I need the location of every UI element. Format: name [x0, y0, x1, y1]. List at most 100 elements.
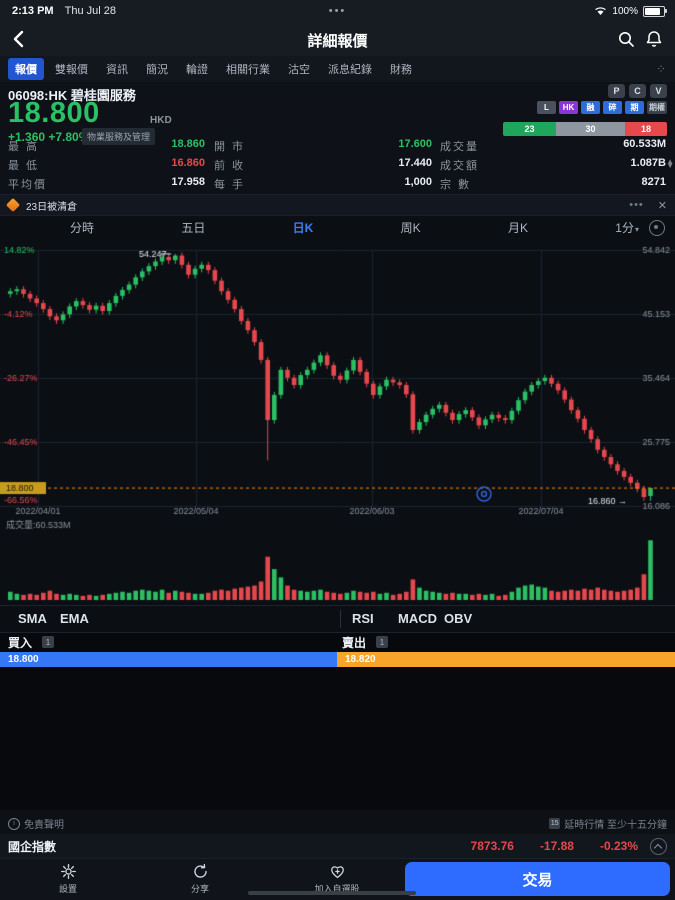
period-tab-2[interactable]: 日K — [293, 219, 313, 242]
field-8: 宗 數 8271 — [440, 176, 666, 194]
tab-1[interactable]: 雙報價 — [55, 64, 88, 76]
market-badge-0: L — [537, 101, 556, 114]
field-6: 平均價 17.958 — [8, 176, 205, 194]
quick-button-C[interactable]: C — [629, 84, 646, 98]
period-tab-1[interactable]: 五日 — [181, 220, 206, 235]
chart-settings-icon[interactable] — [649, 220, 665, 236]
news-close-icon[interactable]: ✕ — [657, 199, 667, 212]
bid-ask-bar: 18.800 18.820 — [0, 652, 675, 667]
status-time: 2:13 PM Thu Jul 28 — [12, 5, 116, 17]
bid-price-bar[interactable]: 18.800 — [0, 652, 337, 667]
index-change-pct: -0.23% — [599, 839, 638, 853]
sell-queue-badge: 1 — [376, 636, 388, 648]
disclaimer-link[interactable]: i 免責聲明 — [8, 816, 64, 831]
battery-percent: 100% — [612, 5, 638, 17]
field-label: 平均價 — [8, 179, 47, 191]
analyst-rating-bar[interactable]: 23 30 18 — [503, 122, 667, 136]
price-change: +1.360 +7.80% — [8, 130, 90, 144]
tab-0[interactable]: 報價 — [8, 58, 44, 84]
tab-7[interactable]: 派息紀錄 — [328, 64, 372, 76]
indicator-divider — [340, 610, 341, 628]
share-icon — [193, 863, 207, 878]
indicator-OBV[interactable]: OBV — [444, 611, 473, 626]
indicator-bar: SMA EMA RSI MACD OBV — [0, 605, 675, 633]
mini-arrows-icon[interactable]: ▲ ▼ — [666, 157, 674, 170]
news-ticker-text[interactable]: 23日被清倉 — [26, 201, 78, 213]
add-watchlist-button[interactable]: 加入自選股 — [302, 863, 372, 895]
disclaimer-row: i 免責聲明 15 延時行情 至少十五分鐘 — [0, 816, 675, 832]
index-value: 7873.76 — [470, 839, 514, 853]
period-tab-4[interactable]: 月K — [507, 220, 528, 235]
field-label: 開 市 — [214, 141, 246, 153]
field-label: 成交量 — [440, 141, 479, 153]
field-value: 1,000 — [404, 176, 432, 188]
candlestick-chart[interactable] — [0, 240, 675, 605]
ask-price-bar[interactable]: 18.820 — [337, 652, 675, 667]
status-date: Thu Jul 28 — [64, 5, 117, 17]
field-7: 每 手 1,000 — [214, 176, 432, 194]
news-more-icon[interactable]: ••• — [629, 199, 644, 211]
period-tab-3[interactable]: 周K — [400, 220, 421, 235]
home-indicator[interactable] — [248, 891, 416, 895]
chart-period-tabs: 分時 五日 日K 周K 月K 1分▾ — [0, 216, 675, 242]
tab-5[interactable]: 相關行業 — [226, 64, 270, 76]
back-button[interactable] — [10, 29, 30, 49]
settings-label: 設置 — [58, 884, 77, 894]
field-value: 60.533M — [623, 138, 666, 150]
market-badge-2: 融 — [581, 101, 600, 114]
tab-3[interactable]: 簡況 — [146, 64, 168, 76]
indicator-MACD[interactable]: MACD — [398, 611, 437, 626]
indicator-RSI[interactable]: RSI — [352, 611, 374, 626]
quote-section: 06098:HK 碧桂園服務 18.800 HKD +1.360 +7.80% … — [0, 82, 675, 194]
field-value: 17.440 — [398, 157, 432, 169]
field-label: 宗 數 — [440, 179, 472, 191]
page-title: 詳細報價 — [307, 33, 368, 50]
expand-index-icon[interactable] — [650, 837, 667, 855]
market-badge-5: 期權 — [647, 101, 667, 114]
period-tab-0[interactable]: 分時 — [70, 220, 95, 235]
market-badge-1: HK — [559, 101, 578, 114]
market-badges: L HK 融碎期期權 — [537, 101, 667, 114]
settings-button[interactable]: 設置 — [33, 863, 103, 895]
wifi-icon — [595, 7, 607, 15]
search-icon[interactable] — [617, 30, 635, 48]
industry-tag[interactable]: 物業服務及管理 — [82, 128, 156, 145]
field-value: 16.860 — [171, 157, 205, 169]
quick-button-V[interactable]: V — [650, 84, 667, 98]
field-value: 1.087B — [630, 157, 666, 169]
last-price: 18.800 — [8, 97, 100, 129]
period-tab-5[interactable]: 1分▾ — [615, 220, 639, 235]
tab-4[interactable]: 輪證 — [186, 64, 208, 76]
field-2: 成交量 60.533M — [440, 138, 666, 156]
indicator-SMA[interactable]: SMA — [18, 611, 47, 626]
trade-button[interactable]: 交易 — [405, 862, 670, 896]
tab-2[interactable]: 資訊 — [106, 64, 128, 76]
rating-buy: 23 — [503, 122, 556, 136]
field-0: 最 高 18.860 — [8, 138, 205, 156]
quick-button-P[interactable]: P — [608, 84, 625, 98]
tab-6[interactable]: 沽空 — [288, 64, 310, 76]
news-ticker[interactable]: 23日被清倉 ••• ✕ — [0, 194, 675, 216]
bell-icon[interactable] — [645, 30, 663, 48]
rating-hold: 30 — [556, 122, 625, 136]
market-badge-3: 碎 — [603, 101, 622, 114]
add-watchlist-label: 加入自選股 — [314, 884, 360, 894]
tab-settings-icon[interactable]: ⁘ — [655, 62, 667, 76]
heart-plus-icon — [330, 866, 344, 879]
index-row[interactable]: 國企指數 7873.76 -17.88 -0.23% — [0, 834, 675, 858]
field-label: 前 收 — [214, 160, 246, 172]
field-4: 前 收 17.440 — [214, 157, 432, 175]
chart-section — [0, 240, 675, 605]
news-flash-icon — [5, 197, 21, 213]
quote-tab-bar: 報價 雙報價 資訊 簡況 輪證 相關行業 沽空 派息紀錄 財務 — [0, 56, 675, 84]
field-value: 18.860 — [171, 138, 205, 150]
delay-notice: 15 延時行情 至少十五分鐘 — [549, 816, 667, 831]
indicator-EMA[interactable]: EMA — [60, 611, 89, 626]
clock: 2:13 PM — [12, 5, 54, 17]
sell-label: 賣出 — [342, 636, 367, 650]
field-value: 17.600 — [398, 138, 432, 150]
share-label: 分享 — [190, 884, 209, 894]
tab-8[interactable]: 財務 — [390, 64, 412, 76]
share-button[interactable]: 分享 — [165, 863, 235, 895]
